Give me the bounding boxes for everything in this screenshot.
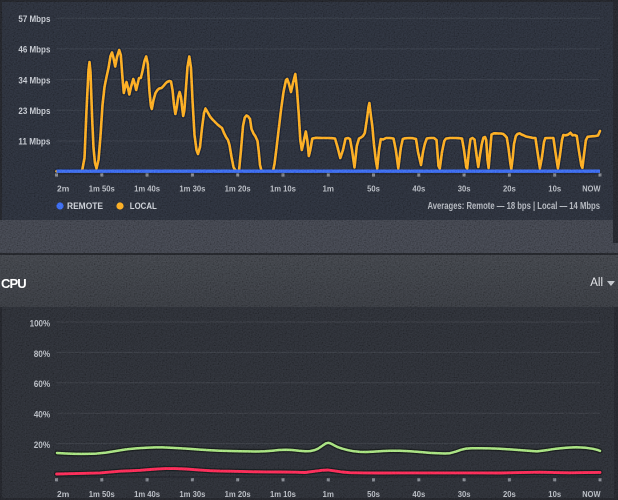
svg-text:Averages: Remote — 18 bps | Lo: Averages: Remote — 18 bps | Local — 14 M… <box>428 201 601 212</box>
svg-text:100%: 100% <box>30 318 51 328</box>
svg-text:2m: 2m <box>57 184 70 194</box>
svg-text:1m: 1m <box>323 489 335 499</box>
svg-text:1m 30s: 1m 30s <box>179 489 205 499</box>
svg-text:50s: 50s <box>367 184 380 194</box>
svg-text:1m 50s: 1m 50s <box>89 489 115 499</box>
svg-text:80%: 80% <box>34 349 51 359</box>
svg-text:1m: 1m <box>323 184 335 194</box>
svg-text:20s: 20s <box>503 184 516 194</box>
svg-text:10s: 10s <box>548 184 561 194</box>
svg-text:11 Mbps: 11 Mbps <box>18 137 50 147</box>
svg-text:10s: 10s <box>548 489 561 499</box>
svg-text:LOCAL: LOCAL <box>130 201 157 211</box>
svg-text:60%: 60% <box>34 379 51 389</box>
svg-text:NOW: NOW <box>582 489 601 499</box>
svg-text:34 Mbps: 34 Mbps <box>18 75 50 85</box>
svg-text:1m 40s: 1m 40s <box>134 489 160 499</box>
svg-text:30s: 30s <box>458 489 471 499</box>
svg-text:57 Mbps: 57 Mbps <box>18 14 50 24</box>
svg-text:20%: 20% <box>34 440 51 450</box>
svg-text:REMOTE: REMOTE <box>67 201 103 211</box>
svg-text:1m 30s: 1m 30s <box>179 184 205 194</box>
svg-text:1m 10s: 1m 10s <box>270 489 296 499</box>
svg-text:1m 10s: 1m 10s <box>270 184 296 194</box>
svg-text:23 Mbps: 23 Mbps <box>18 106 50 116</box>
svg-text:1m 20s: 1m 20s <box>225 489 251 499</box>
svg-text:1m 50s: 1m 50s <box>89 184 115 194</box>
svg-text:30s: 30s <box>458 184 471 194</box>
svg-text:50s: 50s <box>367 489 380 499</box>
svg-text:NOW: NOW <box>582 184 601 194</box>
svg-text:2m: 2m <box>57 489 70 499</box>
svg-text:40s: 40s <box>412 184 425 194</box>
svg-text:40%: 40% <box>34 410 51 420</box>
svg-text:40s: 40s <box>412 489 425 499</box>
svg-text:1m 20s: 1m 20s <box>225 184 251 194</box>
svg-text:1m 40s: 1m 40s <box>134 184 160 194</box>
svg-text:46 Mbps: 46 Mbps <box>18 45 50 55</box>
svg-text:20s: 20s <box>503 489 516 499</box>
